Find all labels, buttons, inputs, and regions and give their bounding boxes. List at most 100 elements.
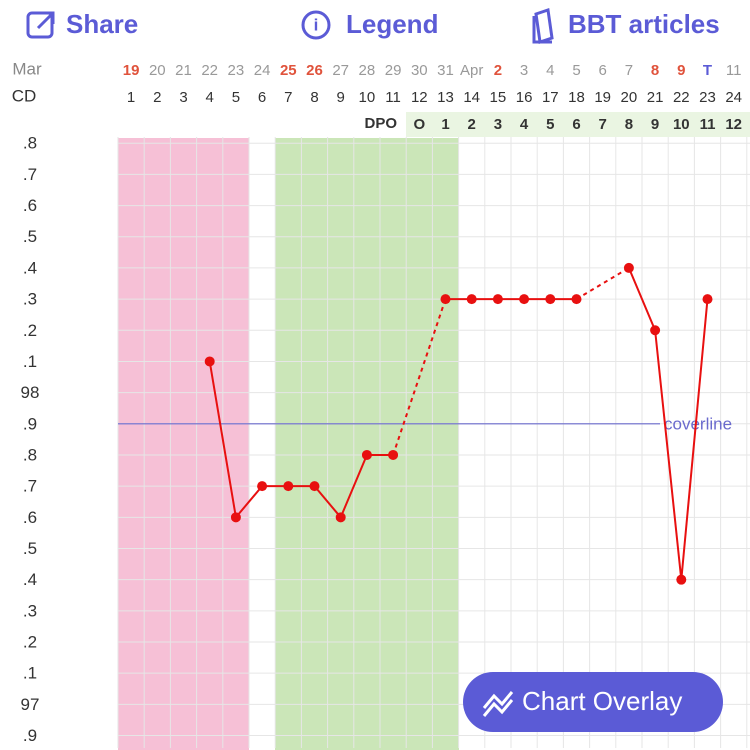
cd-label: 19 — [594, 89, 611, 106]
cd-label: 14 — [463, 89, 480, 106]
date-label: 4 — [546, 62, 554, 79]
date-label: 19 — [123, 62, 140, 79]
cd-label: 20 — [621, 89, 638, 106]
y-tick-label: .4 — [23, 258, 37, 277]
overlay-label[interactable]: Chart Overlay — [522, 686, 682, 716]
cd-label: 5 — [232, 89, 240, 106]
dpo-label: 5 — [546, 116, 554, 133]
date-label: 11 — [726, 62, 742, 79]
period-band — [118, 138, 249, 750]
cd-label: CD — [12, 86, 37, 105]
dpo-label: 1 — [441, 116, 449, 133]
dpo-label: 12 — [725, 116, 742, 133]
cd-label: 11 — [385, 89, 401, 106]
dpo-label: 9 — [651, 116, 659, 133]
temp-point — [466, 294, 477, 305]
temp-point — [388, 449, 399, 460]
dpo-label: 10 — [673, 116, 690, 133]
cd-label: 7 — [284, 89, 292, 106]
date-label: 28 — [359, 62, 376, 79]
y-tick-label: .4 — [23, 570, 37, 589]
y-tick-label: .1 — [23, 664, 37, 683]
dpo-label: 2 — [468, 116, 476, 133]
dpo-shade — [406, 112, 750, 137]
y-tick-label: .6 — [23, 508, 37, 527]
y-tick-label: .9 — [23, 414, 37, 433]
toolbar — [0, 0, 750, 52]
cd-label: 22 — [673, 89, 690, 106]
temp-point — [571, 294, 582, 305]
date-label: 23 — [228, 62, 245, 79]
date-label: 2 — [494, 62, 502, 79]
share-button[interactable] — [26, 11, 55, 39]
y-tick-label: .1 — [23, 352, 37, 371]
date-label: 9 — [677, 62, 685, 79]
cd-label: 13 — [437, 89, 454, 106]
cd-label: 17 — [542, 89, 559, 106]
date-label: 21 — [175, 62, 192, 79]
y-tick-label: 97 — [21, 695, 40, 714]
cd-label: 24 — [725, 89, 742, 106]
y-tick-label: .2 — [23, 321, 37, 340]
date-label: 27 — [332, 62, 349, 79]
temp-point — [361, 449, 372, 460]
y-tick-label: .8 — [23, 134, 37, 153]
temp-point — [230, 512, 241, 523]
dpo-label: 6 — [572, 116, 580, 133]
y-tick-label: 98 — [21, 383, 40, 402]
cd-label: 2 — [153, 89, 161, 106]
date-label: 6 — [599, 62, 607, 79]
cd-label: 21 — [647, 89, 664, 106]
y-tick-label: .7 — [23, 477, 37, 496]
y-tick-label: .3 — [23, 290, 37, 309]
cd-label: 4 — [206, 89, 214, 106]
cd-label: 10 — [359, 89, 376, 106]
date-label: T — [703, 62, 712, 79]
temp-point — [545, 294, 556, 305]
cd-label: 6 — [258, 89, 266, 106]
dpo-label: 4 — [520, 116, 529, 133]
y-tick-label: .8 — [23, 445, 37, 464]
legend-icon[interactable] — [301, 10, 331, 40]
date-label: 26 — [306, 62, 323, 79]
date-label: 24 — [254, 62, 271, 79]
temp-line — [627, 267, 709, 580]
articles-label[interactable]: BBT articles — [568, 9, 720, 39]
temp-line — [208, 361, 394, 520]
temp-point — [676, 574, 687, 585]
temp-point — [309, 481, 320, 492]
dpo-label: DPO — [364, 115, 397, 132]
coverline-label: coverline — [664, 414, 732, 433]
cd-label: 15 — [490, 89, 507, 106]
date-label: 22 — [201, 62, 218, 79]
cd-label: 23 — [699, 89, 716, 106]
legend-icon-i: i — [314, 15, 319, 34]
temp-point — [492, 294, 503, 305]
cd-label: 1 — [127, 89, 135, 106]
date-label: 8 — [651, 62, 659, 79]
overlay-button-bg[interactable] — [463, 672, 723, 732]
date-label: Apr — [460, 62, 483, 79]
y-tick-label: .9 — [23, 726, 37, 745]
share-arrow — [36, 11, 55, 30]
cd-label: 12 — [411, 89, 428, 106]
temp-point — [257, 481, 268, 492]
cd-label: 16 — [516, 89, 533, 106]
legend-label[interactable]: Legend — [346, 9, 438, 39]
cd-label: 18 — [568, 89, 585, 106]
month-label: Mar — [12, 59, 42, 78]
y-tick-label: .2 — [23, 632, 37, 651]
share-label[interactable]: Share — [66, 9, 138, 39]
articles-icon[interactable] — [532, 8, 554, 44]
overlay-icon — [482, 691, 514, 717]
dpo-label: 7 — [599, 116, 607, 133]
temp-point — [283, 481, 294, 492]
dpo-label: 3 — [494, 116, 502, 133]
y-tick-label: .3 — [23, 601, 37, 620]
date-label: 20 — [149, 62, 166, 79]
overlay-button[interactable]: Chart Overlay — [463, 672, 723, 732]
date-label: 31 — [437, 62, 454, 79]
cd-label: 9 — [337, 89, 345, 106]
share-icon — [26, 11, 54, 39]
